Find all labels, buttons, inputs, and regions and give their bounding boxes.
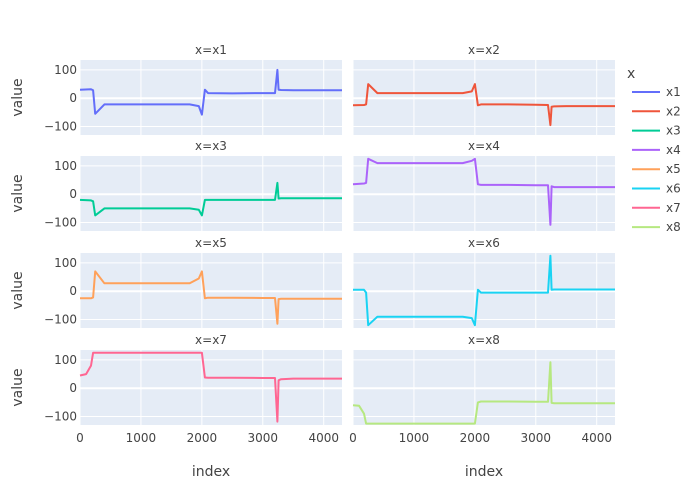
legend-label: x8 bbox=[666, 220, 681, 234]
legend-label: x7 bbox=[666, 201, 681, 215]
legend-item-x5[interactable]: x5 bbox=[632, 162, 681, 176]
series-line-x1[interactable] bbox=[79, 68, 342, 116]
x-tick-label: 0 bbox=[349, 431, 357, 445]
series-line-x6[interactable] bbox=[353, 254, 615, 327]
x-axis-title: index bbox=[192, 464, 230, 480]
y-tick-label: 100 bbox=[54, 353, 77, 367]
y-tick-label: −100 bbox=[44, 216, 77, 230]
series-line-x4[interactable] bbox=[352, 157, 615, 226]
panel-title: x=x4 bbox=[468, 139, 500, 153]
legend-item-x6[interactable]: x6 bbox=[632, 182, 681, 196]
x-tick-label: 4000 bbox=[308, 431, 339, 445]
legend-label: x2 bbox=[666, 104, 681, 118]
x-tick-label: 1000 bbox=[399, 431, 430, 445]
facet-panel-x8: x=x8 0 1000 2000 3000 4000 bbox=[349, 333, 615, 445]
legend-label: x3 bbox=[666, 124, 681, 138]
panel-title: x=x6 bbox=[468, 236, 500, 250]
facet-panel-x5: x=x5 −100 0 100 value bbox=[10, 236, 342, 328]
y-axis-title: value bbox=[10, 368, 26, 406]
legend-label: x1 bbox=[666, 85, 681, 99]
y-tick-label: 0 bbox=[69, 381, 77, 395]
y-tick-label: 100 bbox=[54, 159, 77, 173]
x-tick-label: 4000 bbox=[581, 431, 612, 445]
legend-item-x3[interactable]: x3 bbox=[632, 124, 681, 138]
x-tick-label: 2000 bbox=[460, 431, 491, 445]
y-tick-label: −100 bbox=[44, 120, 77, 134]
legend-item-x1[interactable]: x1 bbox=[632, 85, 681, 99]
y-tick-label: 0 bbox=[69, 284, 77, 298]
facet-panel-x7: x=x7 −100 0 100 value 0 1000 2000 3000 4000 bbox=[10, 333, 342, 445]
facet-panel-x2: x=x2 bbox=[352, 43, 615, 135]
panel-title: x=x7 bbox=[195, 333, 227, 347]
legend-title: x bbox=[627, 66, 635, 82]
x-tick-label: 3000 bbox=[521, 431, 552, 445]
y-axis-title: value bbox=[10, 174, 26, 212]
series-line-x3[interactable] bbox=[79, 181, 342, 217]
legend-item-x7[interactable]: x7 bbox=[632, 201, 681, 215]
panel-title: x=x3 bbox=[195, 139, 227, 153]
y-axis-title: value bbox=[10, 78, 26, 116]
panel-title: x=x1 bbox=[195, 43, 227, 57]
panel-title: x=x2 bbox=[468, 43, 500, 57]
x-axis-title: index bbox=[465, 464, 503, 480]
x-tick-label: 0 bbox=[76, 431, 84, 445]
legend-label: x6 bbox=[666, 182, 681, 196]
facet-panel-x4: x=x4 bbox=[352, 139, 615, 231]
y-tick-label: −100 bbox=[44, 313, 77, 327]
legend-item-x4[interactable]: x4 bbox=[632, 143, 681, 157]
y-tick-label: −100 bbox=[44, 410, 77, 424]
series-line-x8[interactable] bbox=[352, 361, 615, 425]
facet-panel-x3: x=x3 −100 0 100 value bbox=[10, 139, 342, 231]
x-tick-label: 3000 bbox=[248, 431, 279, 445]
facet-panels: x=x1−1000100valuex=x2x=x3−1000100valuex=… bbox=[10, 43, 615, 445]
y-tick-label: 0 bbox=[69, 91, 77, 105]
y-tick-label: 100 bbox=[54, 256, 77, 270]
legend-item-x2[interactable]: x2 bbox=[632, 104, 681, 118]
facet-panel-x6: x=x6 bbox=[352, 236, 615, 328]
axes-labels: index index bbox=[192, 464, 503, 480]
series-line-x2[interactable] bbox=[352, 83, 615, 127]
legend-item-x8[interactable]: x8 bbox=[632, 220, 681, 234]
legend-label: x4 bbox=[666, 143, 681, 157]
x-tick-label: 1000 bbox=[126, 431, 157, 445]
y-tick-label: 100 bbox=[54, 63, 77, 77]
legend-label: x5 bbox=[666, 162, 681, 176]
x-tick-label: 2000 bbox=[187, 431, 218, 445]
panel-title: x=x8 bbox=[468, 333, 500, 347]
panel-title: x=x5 bbox=[195, 236, 227, 250]
y-axis-title: value bbox=[10, 271, 26, 309]
series-line-x5[interactable] bbox=[80, 270, 342, 325]
legend: x x1 x2 x3 x4 x5 x6 x7 x8 bbox=[627, 66, 681, 234]
series-line-x7[interactable] bbox=[79, 351, 342, 423]
y-tick-label: 0 bbox=[69, 187, 77, 201]
facet-panel-x1: x=x1 −100 0 100 value bbox=[10, 43, 342, 135]
